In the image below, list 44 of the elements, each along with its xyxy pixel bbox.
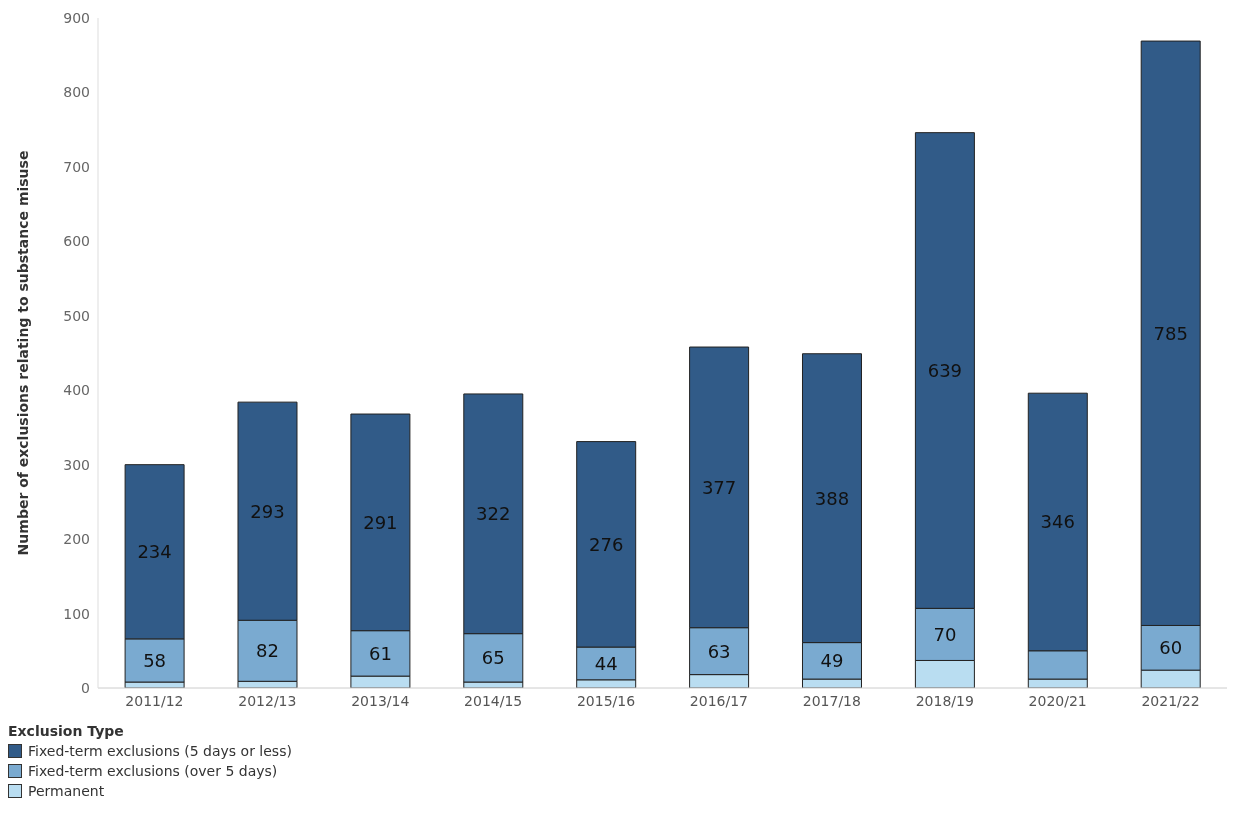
data-label: 785 [1153,322,1188,344]
data-label: 44 [594,652,618,674]
x-tick-label: 2017/18 [802,692,861,709]
y-tick-label: 900 [63,9,90,26]
y-tick-label: 0 [81,679,90,696]
data-label: 60 [1159,637,1183,659]
y-tick-label: 300 [63,456,90,473]
data-label: 293 [250,500,285,522]
data-label: 346 [1040,511,1075,533]
legend-title: Exclusion Type [8,723,125,739]
data-label: 639 [927,359,963,381]
data-label: 63 [707,640,731,662]
data-label: 234 [137,541,172,563]
y-axis-title: Number of exclusions relating to substance misuse [14,150,31,556]
legend-label: Fixed-term exclusions (5 days or less) [28,743,292,759]
data-label: 377 [701,476,737,498]
data-label: 276 [589,533,624,555]
data-label: 322 [476,503,511,525]
x-tick-label: 2015/16 [576,692,636,709]
data-label: 49 [820,650,844,672]
data-label: 61 [368,642,392,664]
legend-label: Fixed-term exclusions (over 5 days) [28,763,278,779]
y-tick-label: 800 [63,84,90,101]
y-tick-label: 600 [63,233,90,250]
legend-label: Permanent [28,783,105,799]
y-tick-label: 500 [63,307,90,324]
x-tick-label: 2013/14 [351,692,410,709]
data-label: 58 [143,649,167,671]
y-tick-label: 400 [63,382,90,399]
x-tick-label: 2011/12 [125,692,184,709]
y-tick-label: 700 [63,158,90,175]
data-label: 65 [481,647,505,669]
data-label: 291 [363,511,398,533]
y-tick-label: 200 [63,531,90,548]
x-tick-label: 2018/19 [915,692,974,709]
y-tick-label: 100 [63,605,90,622]
x-tick-label: 2016/17 [689,692,749,709]
x-tick-label: 2020/21 [1028,692,1087,709]
data-label: 82 [256,640,279,662]
data-label: 70 [933,623,957,645]
x-tick-label: 2021/22 [1141,692,1200,709]
x-tick-label: 2014/15 [464,692,523,709]
x-tick-label: 2012/13 [238,692,297,709]
data-label: 388 [814,487,850,509]
